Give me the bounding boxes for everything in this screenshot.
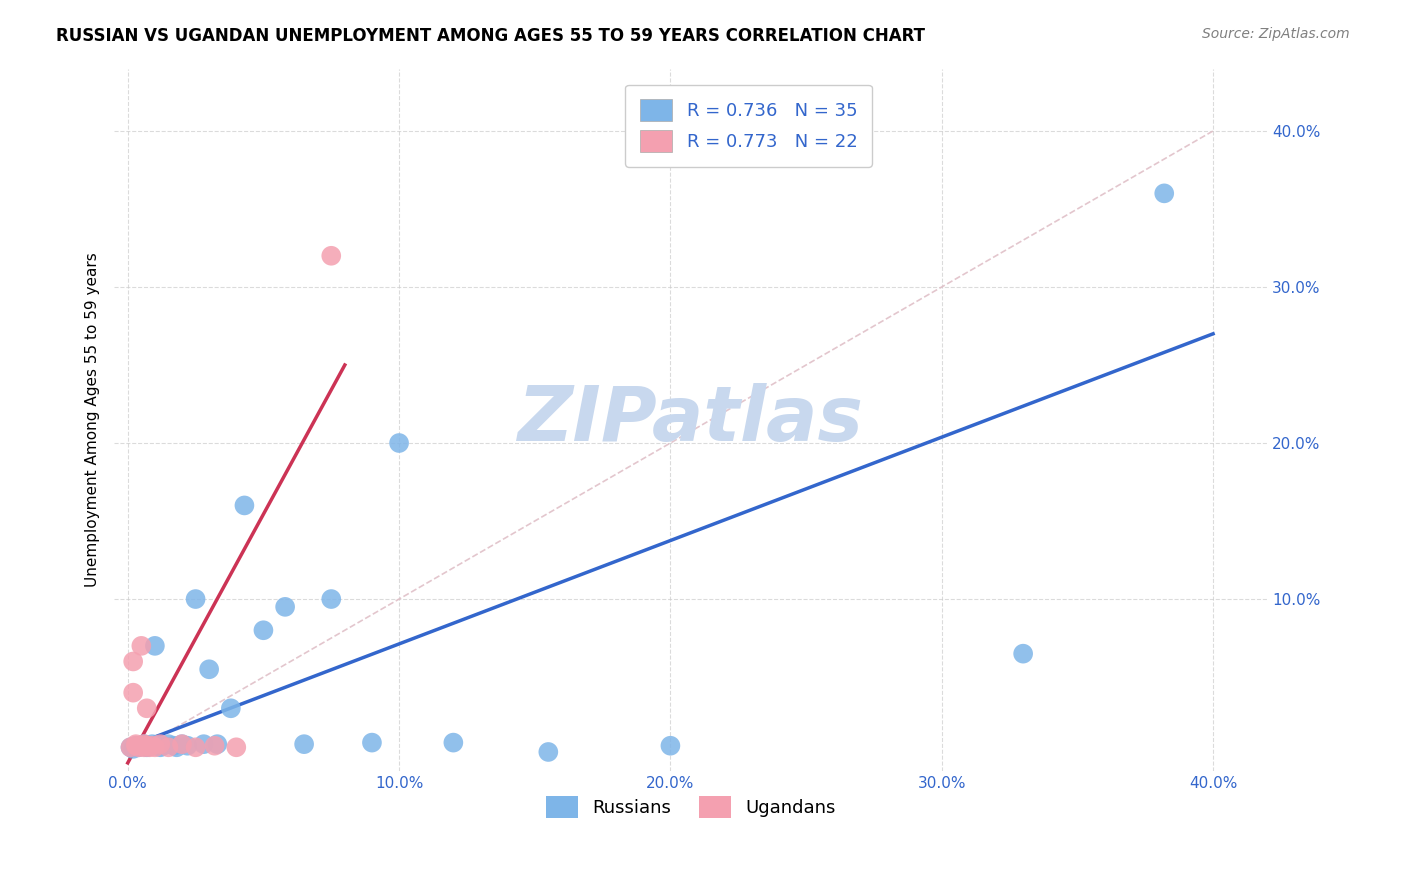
Text: RUSSIAN VS UGANDAN UNEMPLOYMENT AMONG AGES 55 TO 59 YEARS CORRELATION CHART: RUSSIAN VS UGANDAN UNEMPLOYMENT AMONG AG… (56, 27, 925, 45)
Point (149, 737, 172, 751)
Point (132, 740, 155, 755)
Legend: Russians, Ugandans: Russians, Ugandans (538, 789, 844, 825)
Point (141, 737, 163, 751)
Point (146, 739, 169, 753)
Point (132, 737, 155, 751)
Point (135, 739, 157, 753)
Point (132, 737, 155, 751)
Point (184, 740, 207, 755)
Point (1012, 647, 1035, 661)
Point (152, 739, 174, 753)
Point (122, 686, 145, 700)
Point (274, 599, 297, 614)
Point (141, 739, 163, 753)
Point (157, 740, 180, 755)
Point (292, 737, 315, 751)
Point (233, 499, 256, 513)
Point (122, 742, 145, 756)
Point (131, 739, 153, 753)
Point (138, 739, 160, 753)
Point (143, 639, 166, 653)
Point (131, 739, 153, 753)
Point (135, 740, 157, 755)
Point (207, 737, 229, 751)
Point (166, 740, 188, 755)
Point (219, 701, 242, 715)
Point (128, 740, 150, 755)
Point (321, 249, 343, 263)
Point (120, 740, 142, 755)
Point (537, 745, 560, 759)
Y-axis label: Unemployment Among Ages 55 to 59 years: Unemployment Among Ages 55 to 59 years (86, 252, 100, 587)
Point (252, 624, 274, 638)
Point (128, 740, 150, 755)
Text: ZIPatlas: ZIPatlas (517, 383, 863, 457)
Point (176, 739, 198, 753)
Point (163, 739, 186, 753)
Point (1153, 186, 1175, 201)
Point (170, 737, 193, 751)
Point (198, 662, 221, 676)
Point (138, 740, 160, 755)
Point (204, 739, 226, 753)
Text: Source: ZipAtlas.com: Source: ZipAtlas.com (1202, 27, 1350, 41)
Point (125, 739, 148, 753)
Point (184, 592, 207, 607)
Point (131, 639, 153, 653)
Point (193, 737, 215, 751)
Point (321, 592, 343, 607)
Point (149, 740, 172, 755)
Point (388, 436, 411, 450)
Point (120, 740, 142, 755)
Point (225, 740, 247, 755)
Point (441, 736, 464, 750)
Point (125, 739, 148, 753)
Point (659, 739, 682, 753)
Point (125, 737, 148, 751)
Point (143, 740, 166, 755)
Point (170, 737, 193, 751)
Point (135, 701, 157, 715)
Point (122, 655, 145, 669)
Point (157, 737, 180, 751)
Point (361, 736, 384, 750)
